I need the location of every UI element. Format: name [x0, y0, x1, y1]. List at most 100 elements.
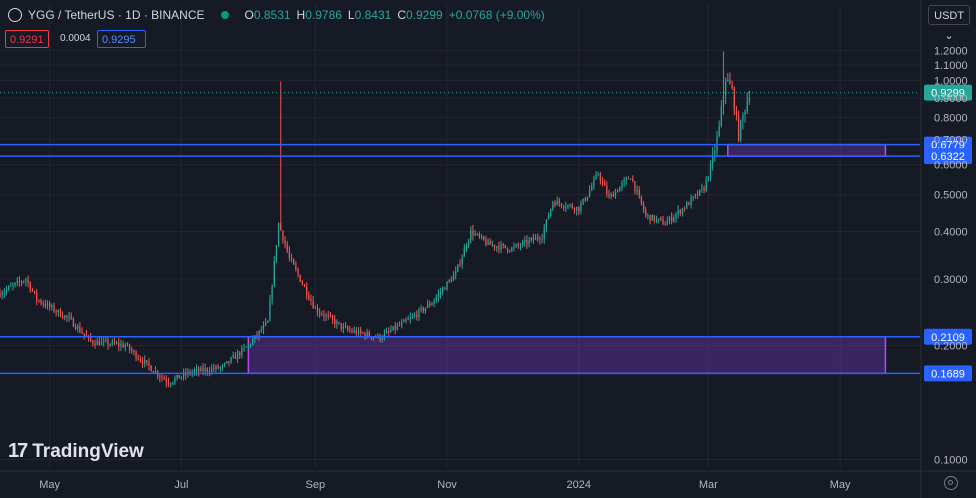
candle-body [610, 194, 612, 197]
x-tick-label: May [830, 479, 851, 491]
candle-body [491, 244, 494, 246]
candle-body [681, 208, 684, 214]
candle-body [407, 319, 409, 321]
candle-body [614, 191, 617, 197]
candle-body [437, 293, 440, 298]
candle-body [126, 344, 129, 346]
candle-body [72, 318, 75, 327]
open-label: O [244, 8, 254, 22]
candle-body [513, 246, 515, 248]
sell-button[interactable]: 0.9291 [5, 30, 49, 48]
candle-body [107, 340, 109, 346]
candle-body [293, 259, 295, 265]
candle-body [1, 293, 3, 297]
currency-select[interactable]: USDT ⌄ [928, 5, 970, 42]
candle-body [111, 341, 113, 345]
candle-body [506, 247, 509, 251]
candle-body [118, 343, 120, 346]
candle-body [100, 341, 103, 346]
candle-body [426, 303, 429, 308]
candle-body [85, 334, 88, 337]
candle-body [14, 282, 16, 285]
candle-body [40, 300, 42, 304]
candle-body [318, 312, 321, 314]
candle-body [701, 188, 703, 190]
candle-body [131, 349, 133, 352]
y-tick-label: 0.9000 [934, 93, 968, 105]
candle-body [398, 325, 401, 327]
symbol-title[interactable]: YGG / TetherUS · 1D · BINANCE [28, 8, 205, 22]
candle-body [167, 382, 170, 385]
candle-body [247, 344, 250, 347]
candle-body [390, 330, 392, 332]
candle-body [558, 200, 560, 204]
candle-body [742, 114, 744, 121]
candle-body [547, 216, 550, 220]
candle-body [478, 233, 481, 237]
candle-body [193, 370, 196, 372]
candle-body [493, 244, 496, 248]
candle-body [77, 326, 79, 330]
candle-body [340, 323, 342, 329]
candle-body [716, 135, 718, 151]
candle-body [286, 244, 288, 252]
watermark-text: TradingView [32, 440, 144, 462]
candle-body [349, 329, 351, 331]
candle-body [670, 217, 673, 221]
candle-body [200, 367, 202, 372]
candle-body [420, 307, 422, 310]
candle-body [485, 240, 487, 245]
candle-body [746, 101, 748, 112]
candle-body [431, 303, 433, 306]
candle-body [517, 244, 519, 246]
last-price-label: 0.9299 [931, 88, 965, 100]
candle-body [383, 333, 386, 339]
candle-body [480, 236, 483, 238]
candle-body [230, 357, 232, 363]
candle-body [608, 194, 610, 197]
candle-body [645, 210, 647, 216]
candle-body [463, 248, 465, 257]
candle-body [103, 340, 105, 342]
candle-body [552, 202, 554, 209]
candle-body [329, 315, 332, 317]
candle-body [113, 341, 116, 344]
candle-body [627, 178, 630, 180]
candle-body [455, 271, 457, 276]
candle-body [79, 326, 81, 332]
candle-body [128, 344, 131, 350]
candle-body [429, 303, 431, 306]
candle-body [176, 375, 178, 379]
candle-body [308, 295, 310, 300]
candle-body [696, 194, 699, 196]
y-tick-label: 0.5000 [934, 190, 968, 202]
candle-body [301, 281, 303, 285]
low-label: L [347, 8, 355, 22]
candle-body [290, 257, 293, 260]
candle-body [366, 332, 368, 337]
open-value: 0.8531 [253, 8, 291, 22]
candle-body [601, 180, 604, 183]
x-tick-label: Jul [174, 479, 188, 491]
x-tick-label: Sep [306, 479, 326, 491]
candle-body [57, 309, 59, 313]
candle-body [66, 315, 68, 318]
buy-button[interactable]: 0.9295 [97, 30, 146, 48]
gear-icon[interactable] [944, 476, 958, 490]
candle-body [418, 309, 420, 318]
level-price-label: 0.6322 [931, 151, 965, 163]
candle-body [355, 330, 357, 334]
candle-body [578, 206, 580, 212]
candle-body [735, 111, 738, 115]
candle-body [668, 217, 671, 222]
candle-body [321, 313, 323, 315]
candle-body [105, 340, 107, 342]
candle-body [5, 289, 8, 292]
candle-body [724, 80, 727, 96]
candle-body [459, 264, 461, 266]
candle-body [403, 319, 405, 323]
candle-body [655, 218, 658, 222]
